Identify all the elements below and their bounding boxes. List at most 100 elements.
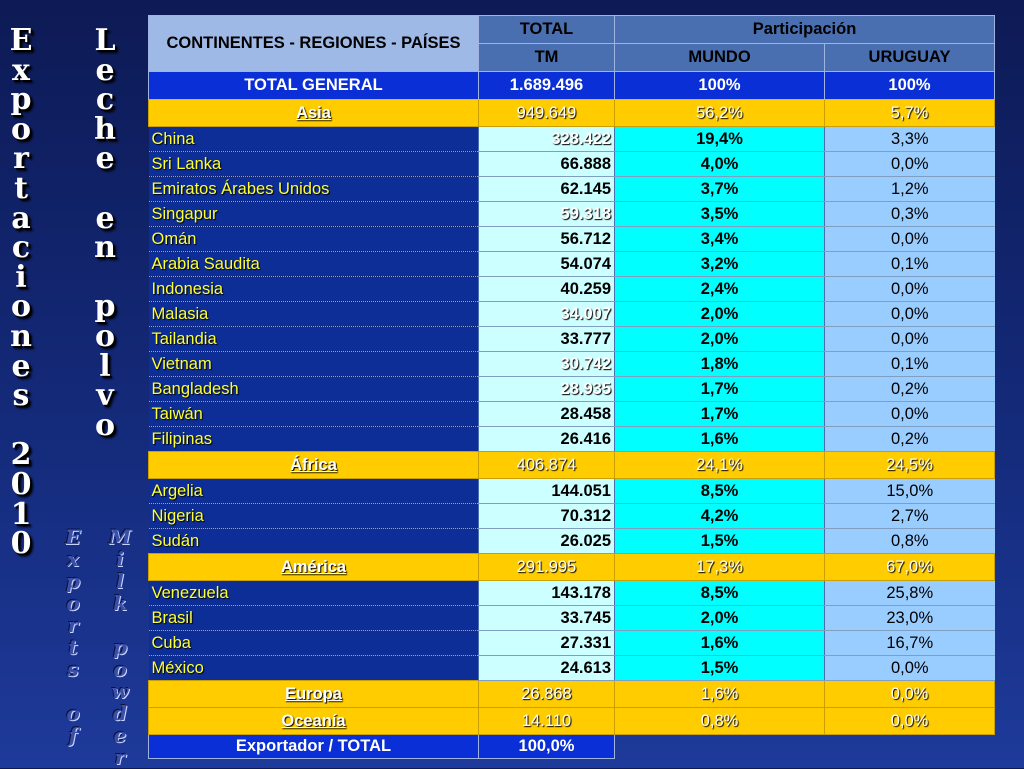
- country-total: 144.051: [478, 478, 615, 504]
- country-name: Brasil: [148, 605, 479, 631]
- country-uruguay: 0,0%: [824, 301, 995, 327]
- header-region: CONTINENTES - REGIONES - PAÍSES: [148, 15, 479, 72]
- country-total: 30.742: [478, 351, 615, 377]
- country-uruguay: 0,8%: [824, 528, 995, 554]
- country-row: Singapur 59.318 3,5% 0,3%: [148, 201, 995, 227]
- title-letter: [56, 680, 90, 702]
- region-world: 1,6%: [614, 680, 825, 708]
- country-total: 26.416: [478, 426, 615, 452]
- title-letter: o: [10, 289, 31, 325]
- country-row: Venezuela 143.178 8,5% 25,8%: [148, 580, 995, 606]
- region-name: Europa: [148, 680, 479, 708]
- country-name: Malasia: [148, 301, 479, 327]
- country-name: China: [148, 126, 479, 152]
- footer-empty: [615, 735, 995, 759]
- country-uruguay: 3,3%: [824, 126, 995, 152]
- region-uruguay: 0,0%: [824, 707, 995, 735]
- country-name: Indonesia: [148, 276, 479, 302]
- title-letter: i: [15, 259, 27, 295]
- title-letter: p: [113, 635, 127, 659]
- title-letter: p: [10, 82, 32, 118]
- country-uruguay: 0,2%: [824, 426, 995, 452]
- country-total: 54.074: [478, 251, 615, 277]
- country-row: Emiratos Árabes Unidos 62.145 3,7% 1,2%: [148, 176, 995, 202]
- country-uruguay: 25,8%: [824, 580, 995, 606]
- title-letter: L: [94, 23, 116, 58]
- title-letter: o: [66, 591, 80, 615]
- country-row: Brasil 33.745 2,0% 23,0%: [148, 605, 995, 631]
- title-letter: r: [114, 745, 126, 769]
- title-letter: [103, 614, 137, 636]
- country-world: 3,2%: [614, 251, 825, 277]
- header-participation: Participación: [614, 15, 995, 44]
- country-total: 70.312: [478, 503, 615, 529]
- country-name: Omán: [148, 226, 479, 252]
- grand-total-value: 1.689.496: [478, 71, 615, 100]
- country-uruguay: 0,0%: [824, 226, 995, 252]
- country-row: China 328.422 19,4% 3,3%: [148, 126, 995, 152]
- region-uruguay: 24,5%: [824, 451, 995, 479]
- region-name: América: [148, 553, 479, 581]
- title-letter: 2: [10, 437, 32, 473]
- country-uruguay: 0,0%: [824, 276, 995, 302]
- country-uruguay: 0,1%: [824, 251, 995, 277]
- country-world: 1,7%: [614, 401, 825, 427]
- title-letter: l: [99, 348, 111, 384]
- title-letter: s: [12, 378, 30, 414]
- title-letter: 1: [10, 496, 32, 532]
- country-world: 2,0%: [614, 326, 825, 352]
- title-letter: p: [94, 289, 116, 325]
- title-letter: w: [111, 679, 129, 703]
- title-letter: x: [67, 547, 79, 571]
- region-total: 949.649: [478, 99, 615, 127]
- country-uruguay: 0,3%: [824, 201, 995, 227]
- title-letter: t: [14, 170, 28, 206]
- region-row: Oceanía 14.110 0,8% 0,0%: [148, 707, 995, 735]
- country-row: Taiwán 28.458 1,7% 0,0%: [148, 401, 995, 427]
- footer-label: Exportador / TOTAL: [148, 734, 479, 759]
- country-world: 4,0%: [614, 151, 825, 177]
- country-name: Taiwán: [148, 401, 479, 427]
- region-uruguay: 67,0%: [824, 553, 995, 581]
- title-letter: c: [11, 230, 31, 266]
- title-letter: k: [113, 591, 127, 615]
- header-total: TOTAL: [478, 15, 615, 44]
- grand-total-label: TOTAL GENERAL: [148, 71, 479, 100]
- country-world: 1,8%: [614, 351, 825, 377]
- country-name: Sudán: [148, 528, 479, 554]
- country-uruguay: 0,2%: [824, 376, 995, 402]
- footer-value: 100,0%: [478, 734, 615, 759]
- title-letter: r: [13, 141, 29, 177]
- title-letter: m: [108, 525, 132, 549]
- country-uruguay: 1,2%: [824, 176, 995, 202]
- title-letter: h: [94, 111, 116, 147]
- title-letter: e: [95, 52, 115, 88]
- country-world: 4,2%: [614, 503, 825, 529]
- region-uruguay: 0,0%: [824, 680, 995, 708]
- title-letter: E: [9, 23, 33, 58]
- grand-total-uruguay: 100%: [824, 71, 995, 100]
- country-row: Arabia Saudita 54.074 3,2% 0,1%: [148, 251, 995, 277]
- region-name: Asia: [148, 99, 479, 127]
- country-world: 2,0%: [614, 605, 825, 631]
- country-row: Indonesia 40.259 2,4% 0,0%: [148, 276, 995, 302]
- country-world: 1,6%: [614, 630, 825, 656]
- country-world: 8,5%: [614, 478, 825, 504]
- grand-total-row: TOTAL GENERAL 1.689.496 100% 100%: [148, 71, 995, 100]
- country-name: México: [148, 655, 479, 681]
- country-world: 19,4%: [614, 126, 825, 152]
- country-row: Malasia 34.007 2,0% 0,0%: [148, 301, 995, 327]
- title-letter: c: [95, 82, 115, 118]
- header-total-unit: TM: [478, 43, 615, 72]
- title-letter: n: [94, 230, 116, 266]
- region-total: 406.874: [478, 451, 615, 479]
- country-total: 28.935: [478, 376, 615, 402]
- country-name: Cuba: [148, 630, 479, 656]
- country-row: Tailandia 33.777 2,0% 0,0%: [148, 326, 995, 352]
- country-total: 33.745: [478, 605, 615, 631]
- country-world: 2,4%: [614, 276, 825, 302]
- country-name: Emiratos Árabes Unidos: [148, 176, 479, 202]
- title-letter: 0: [10, 526, 32, 562]
- title-letter: e: [11, 348, 31, 384]
